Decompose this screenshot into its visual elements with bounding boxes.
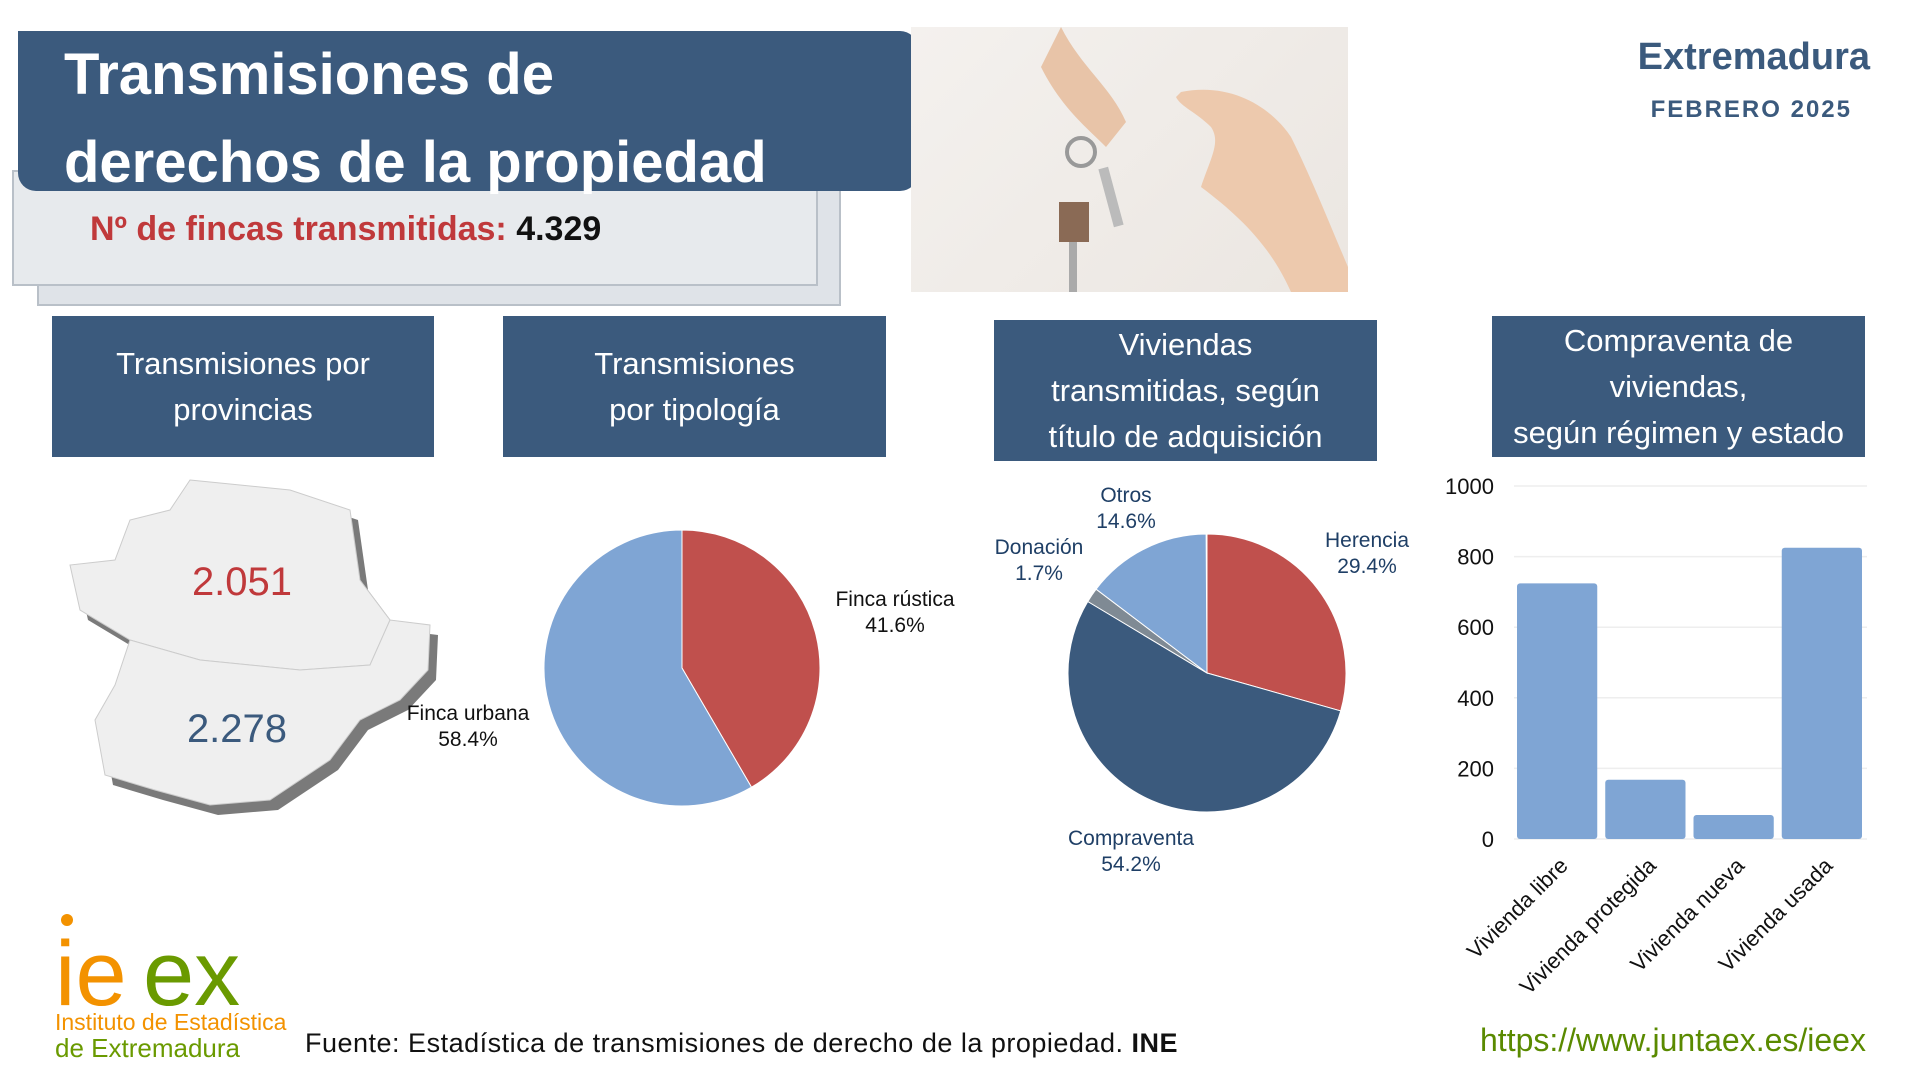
badajoz-value: 2.278 [187,707,287,751]
header-line: Transmisiones [594,345,795,381]
pie-pct: 14.6% [1096,510,1156,533]
section-header-tipologia: Transmisiones por tipología [503,316,886,457]
pie-label: Otros [1100,484,1151,507]
pie-label: Finca urbana [407,702,530,725]
extremadura-map: 2.051 2.278 [69,479,438,815]
y-tick-label: 800 [1457,545,1494,570]
title-line-2: derechos de la propiedad [64,130,767,195]
pie-pct: 1.7% [1015,562,1063,585]
header-line: Transmisiones por [116,345,370,381]
fincas-label: Nº de fincas transmitidas: [90,210,507,248]
section-header-provincias: Transmisiones por provincias [52,316,434,457]
header-line: título de adquisición [1048,418,1323,454]
caceres-value: 2.051 [192,560,292,604]
source-text: Fuente: Estadística de transmisiones de … [305,1028,1124,1058]
period-label: FEBRERO 2025 [1650,96,1852,123]
bar [1605,779,1686,839]
bar [1517,583,1598,839]
y-tick-label: 200 [1457,756,1494,781]
svg-text:Instituto de Estadística: Instituto de Estadística [55,1009,287,1035]
pie-chart-tipologia: Finca rústica 41.6% Finca urbana 58.4% [407,529,955,807]
pie-pct: 58.4% [438,728,498,751]
fincas-count: Nº de fincas transmitidas: 4.329 [90,210,601,249]
y-tick-label: 0 [1482,827,1494,852]
pie-pct: 29.4% [1337,555,1397,578]
keys-illustration [1041,27,1348,292]
pie-label: Compraventa [1068,827,1194,850]
svg-text:ie: ie [55,923,127,1025]
header-line: provincias [173,391,313,427]
section-header-regimen: Compraventa de viviendas, según régimen y … [1492,316,1865,457]
pie-slice-herencia [1206,533,1347,712]
bar [1781,547,1862,839]
region-title: Extremadura [1637,36,1870,78]
bar [1693,814,1774,839]
y-tick-label: 1000 [1445,474,1494,499]
pie-label: Herencia [1325,529,1409,552]
header-line: viviendas, [1609,368,1748,404]
page-title: Transmisiones de derechos de la propieda… [18,31,918,195]
svg-text:de Extremadura: de Extremadura [55,1033,241,1063]
pie-pct: 41.6% [865,614,925,637]
source-ine: INE [1131,1028,1179,1058]
title-line-1: Transmisiones de [64,42,554,107]
header-line: según régimen y estado [1513,414,1844,450]
pie-chart-titulo: Herencia 29.4% Compraventa 54.2% Donación 1.7… [995,484,1410,876]
pie-label: Donación [995,536,1084,559]
section-header-titulo: Viviendas transmitidas, según título de ad… [994,320,1377,461]
pie-label: Finca rústica [835,588,954,611]
pie-slice-finca-r-stica [681,529,821,788]
svg-text:ex: ex [143,923,240,1025]
source-note: Fuente: Estadística de transmisiones de … [305,1028,1178,1059]
header-line: Viviendas [1118,326,1253,362]
ieex-logo: ie ex Instituto de Estadística de Extrem… [55,914,287,1063]
keys-hands-photo [911,27,1348,292]
y-tick-label: 400 [1457,686,1494,711]
badajoz-province [94,619,431,806]
pie-slice-finca-urbana [543,529,753,807]
website-link[interactable]: https://www.juntaex.es/ieex [1480,1022,1866,1058]
pie-slice-otros [1095,533,1208,675]
pie-slice-compraventa [1067,600,1342,813]
pie-pct: 54.2% [1101,853,1161,876]
header-line: Compraventa de [1563,322,1794,358]
header-line: por tipología [609,391,780,427]
header-line: transmitidas, según [1051,372,1320,408]
y-tick-label: 600 [1457,615,1494,640]
fincas-value: 4.329 [516,210,602,248]
